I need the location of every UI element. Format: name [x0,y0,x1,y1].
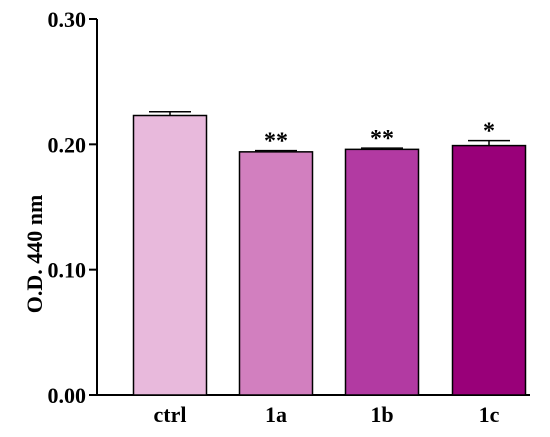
y-axis-title: O.D. 440 nm [22,195,47,314]
y-tick-label: 0.30 [48,7,87,32]
y-tick-label: 0.00 [48,383,87,408]
x-category-label: 1a [265,402,287,427]
error-bars-group [149,110,510,152]
bar-1c [451,144,527,396]
significance-label-1c: * [483,119,495,145]
x-category-label: ctrl [154,402,187,427]
significance-label-1a: ** [264,129,288,155]
significance-label-1b: ** [370,126,394,152]
y-tick-label: 0.10 [48,258,87,283]
x-category-label: 1c [479,402,500,427]
bar-1b [344,148,420,396]
y-tick-label: 0.20 [48,132,87,157]
category-labels-group: ctrl 1a 1b 1c [154,402,500,427]
bar-ctrl [132,114,208,396]
significance-labels-group: ** ** * [264,119,495,155]
bars-group [132,114,527,396]
bar-1a [238,151,314,396]
y-axis-ticks: 0.00 0.10 0.20 0.30 [48,7,97,408]
x-category-label: 1b [370,402,393,427]
